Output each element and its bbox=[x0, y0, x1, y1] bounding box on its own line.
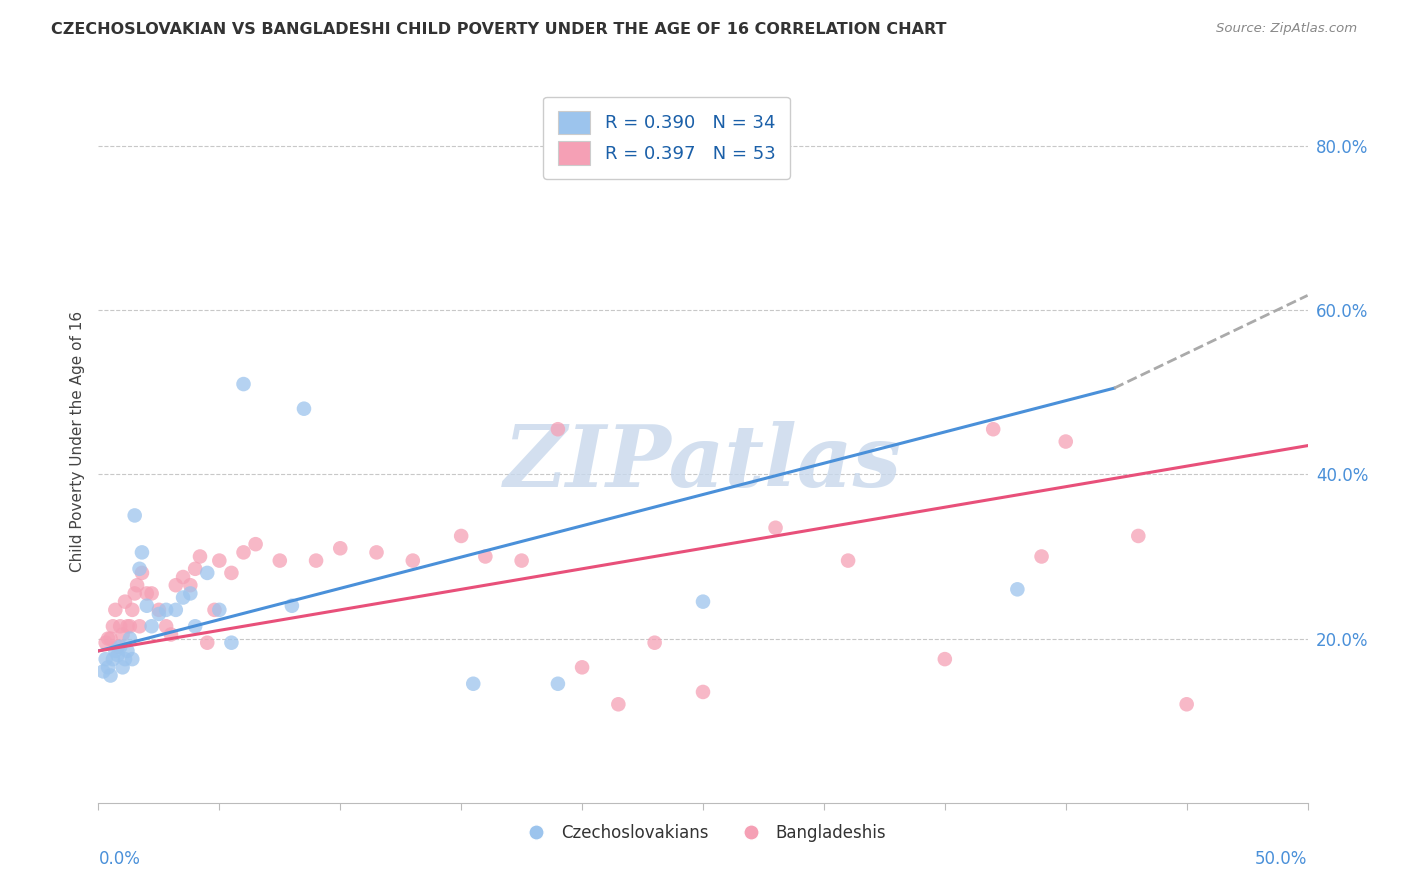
Point bbox=[118, 619, 141, 633]
Point bbox=[100, 632, 122, 646]
Point bbox=[118, 632, 141, 646]
Text: CZECHOSLOVAKIAN VS BANGLADESHI CHILD POVERTY UNDER THE AGE OF 16 CORRELATION CHA: CZECHOSLOVAKIAN VS BANGLADESHI CHILD POV… bbox=[51, 22, 946, 37]
Point bbox=[131, 545, 153, 559]
Point bbox=[232, 377, 254, 392]
Point bbox=[172, 570, 194, 584]
Point bbox=[107, 640, 129, 654]
Point bbox=[155, 603, 177, 617]
Point bbox=[184, 562, 207, 576]
Point bbox=[148, 607, 170, 621]
Point bbox=[692, 685, 714, 699]
Point bbox=[131, 566, 153, 580]
Point bbox=[179, 586, 201, 600]
Point bbox=[232, 545, 254, 559]
Point bbox=[221, 636, 243, 650]
Point bbox=[607, 698, 630, 712]
Point bbox=[329, 541, 352, 556]
Point bbox=[124, 586, 146, 600]
Point bbox=[94, 652, 117, 666]
Point bbox=[165, 603, 187, 617]
Point bbox=[135, 586, 157, 600]
Point bbox=[111, 627, 134, 641]
Point bbox=[981, 422, 1004, 436]
Point bbox=[101, 619, 124, 633]
Point bbox=[135, 599, 157, 613]
Point bbox=[179, 578, 201, 592]
Y-axis label: Child Poverty Under the Age of 16: Child Poverty Under the Age of 16 bbox=[69, 311, 84, 572]
Point bbox=[127, 578, 149, 592]
Text: Source: ZipAtlas.com: Source: ZipAtlas.com bbox=[1216, 22, 1357, 36]
Point bbox=[128, 562, 150, 576]
Point bbox=[208, 553, 231, 567]
Point bbox=[172, 591, 194, 605]
Point bbox=[1175, 698, 1198, 712]
Point bbox=[121, 603, 143, 617]
Point bbox=[148, 603, 170, 617]
Text: 0.0%: 0.0% bbox=[98, 850, 141, 868]
Point bbox=[104, 644, 127, 658]
Point bbox=[1031, 549, 1053, 564]
Point bbox=[108, 619, 131, 633]
Point bbox=[141, 586, 163, 600]
Point bbox=[101, 652, 124, 666]
Point bbox=[245, 537, 267, 551]
Point bbox=[571, 660, 593, 674]
Point bbox=[124, 508, 146, 523]
Point bbox=[117, 644, 139, 658]
Point bbox=[208, 603, 231, 617]
Point bbox=[765, 521, 787, 535]
Point bbox=[108, 640, 131, 654]
Point bbox=[305, 553, 328, 567]
Point bbox=[160, 627, 183, 641]
Point bbox=[104, 603, 127, 617]
Point bbox=[114, 594, 136, 608]
Point bbox=[221, 566, 243, 580]
Point bbox=[463, 677, 485, 691]
Point bbox=[117, 619, 139, 633]
Point bbox=[107, 648, 129, 662]
Legend: Czechoslovakians, Bangladeshis: Czechoslovakians, Bangladeshis bbox=[513, 817, 893, 848]
Point bbox=[837, 553, 859, 567]
Point bbox=[195, 636, 218, 650]
Point bbox=[281, 599, 304, 613]
Point bbox=[474, 549, 496, 564]
Point bbox=[141, 619, 163, 633]
Point bbox=[94, 636, 117, 650]
Point bbox=[1054, 434, 1077, 449]
Point bbox=[547, 677, 569, 691]
Point bbox=[510, 553, 533, 567]
Point bbox=[1007, 582, 1029, 597]
Point bbox=[269, 553, 291, 567]
Point bbox=[547, 422, 569, 436]
Point bbox=[692, 594, 714, 608]
Point bbox=[111, 660, 134, 674]
Point bbox=[100, 668, 122, 682]
Point bbox=[195, 566, 218, 580]
Point bbox=[644, 636, 666, 650]
Point bbox=[188, 549, 211, 564]
Point bbox=[91, 665, 114, 679]
Point bbox=[450, 529, 472, 543]
Point bbox=[934, 652, 956, 666]
Point bbox=[128, 619, 150, 633]
Point bbox=[97, 632, 120, 646]
Point bbox=[292, 401, 315, 416]
Point bbox=[155, 619, 177, 633]
Point bbox=[204, 603, 226, 617]
Point bbox=[366, 545, 388, 559]
Point bbox=[402, 553, 425, 567]
Text: 50.0%: 50.0% bbox=[1256, 850, 1308, 868]
Point bbox=[1128, 529, 1150, 543]
Point bbox=[114, 652, 136, 666]
Point bbox=[184, 619, 207, 633]
Point bbox=[121, 652, 143, 666]
Point bbox=[165, 578, 187, 592]
Point bbox=[97, 660, 120, 674]
Text: ZIPatlas: ZIPatlas bbox=[503, 421, 903, 505]
